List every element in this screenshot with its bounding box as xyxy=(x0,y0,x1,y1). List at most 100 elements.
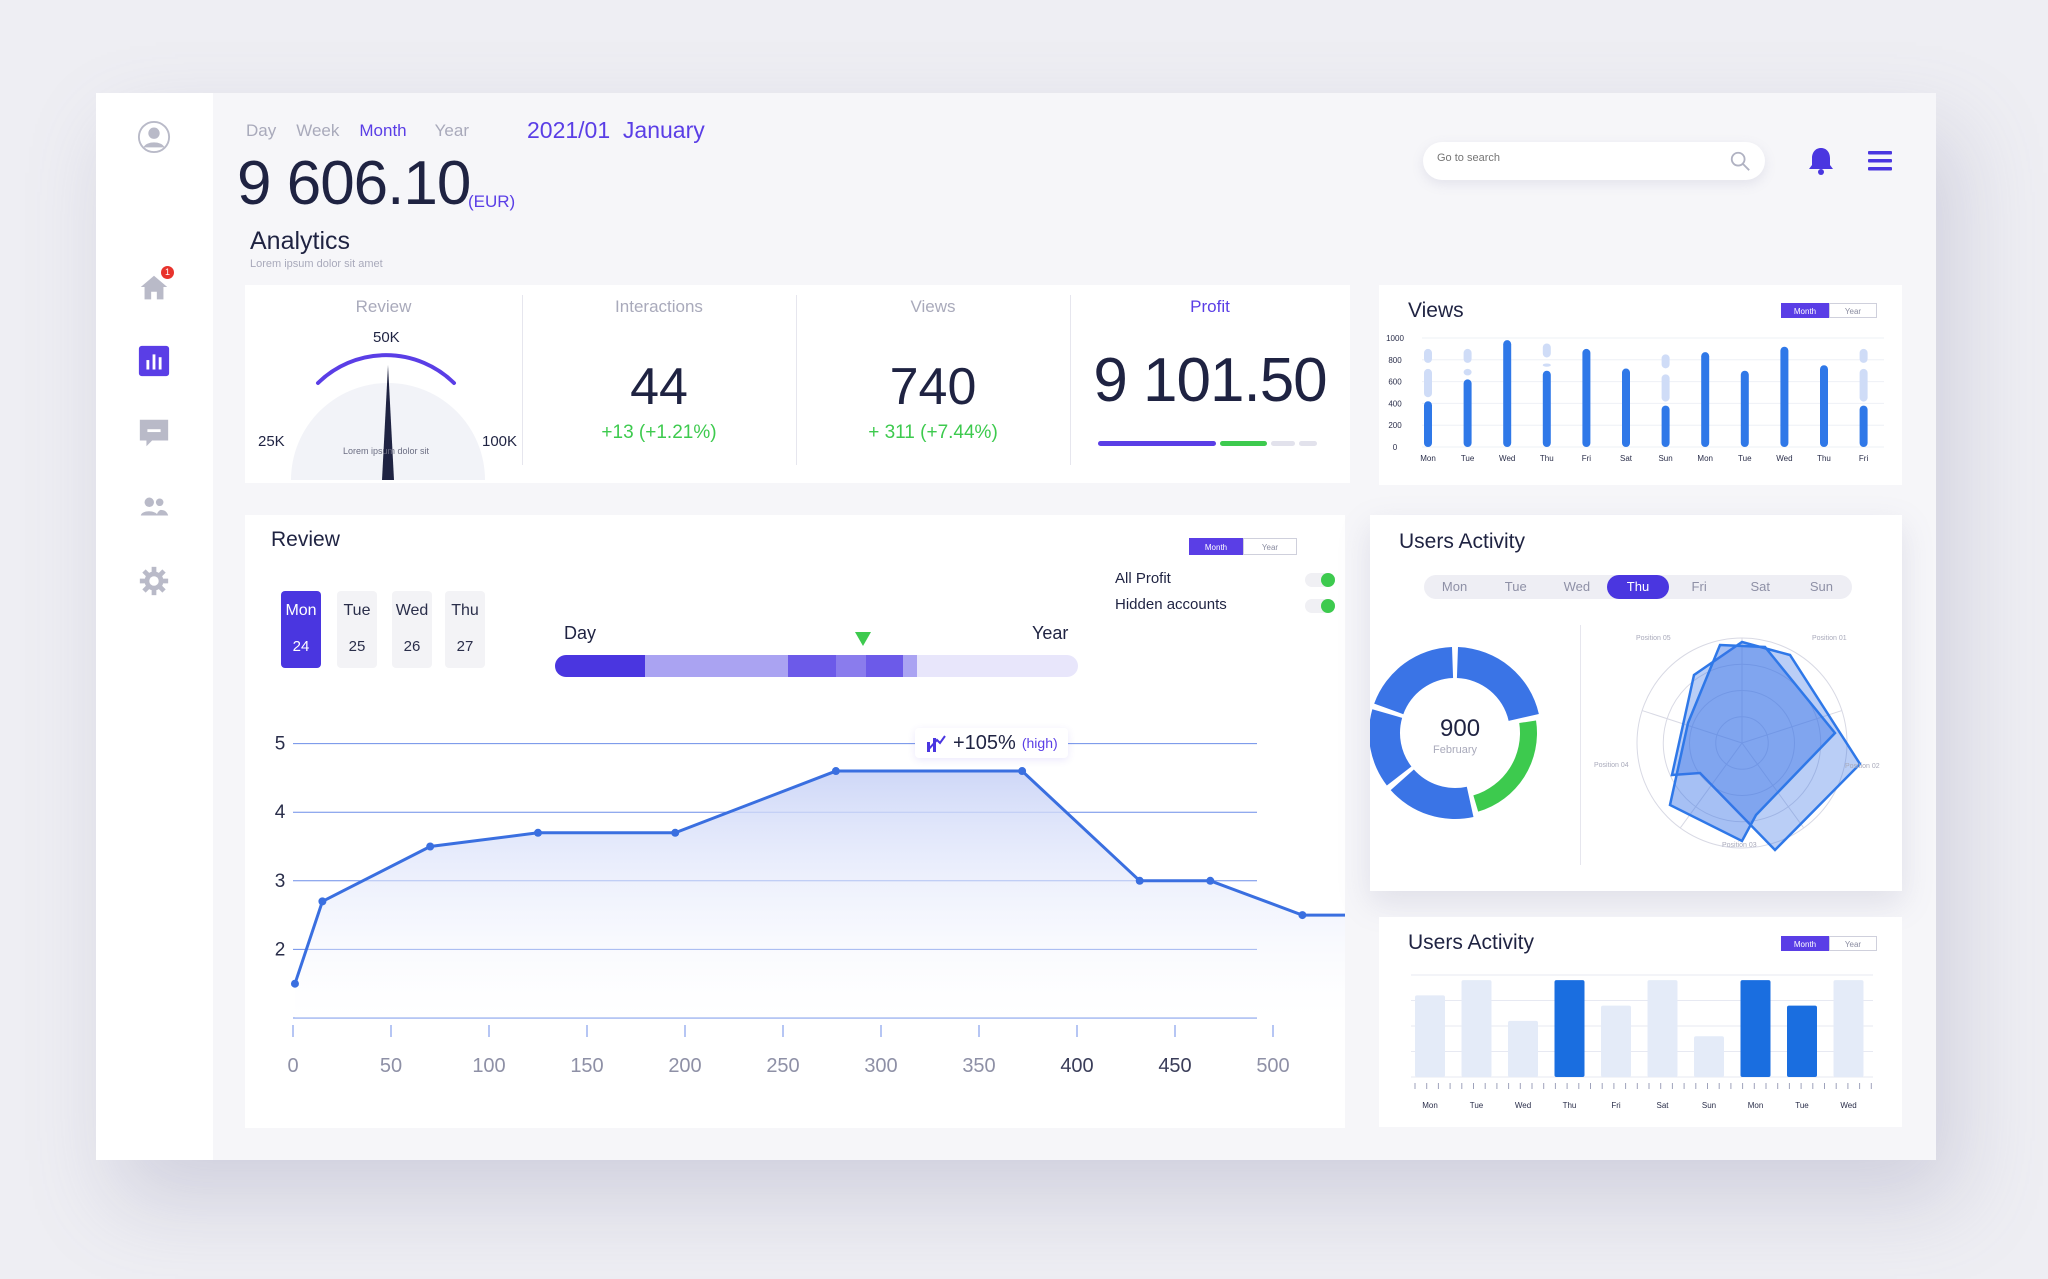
views-tab-month[interactable]: Month xyxy=(1781,303,1829,318)
line-series xyxy=(293,769,1345,985)
activity2-tab-month[interactable]: Month xyxy=(1781,936,1829,951)
line-area xyxy=(294,771,1345,1018)
growth-icon xyxy=(927,735,946,752)
views-title: Views xyxy=(1408,299,1464,322)
day-button-mon[interactable]: Mon 24 xyxy=(281,591,321,668)
weekday-wed[interactable]: Wed xyxy=(1563,579,1591,594)
weekday-tue[interactable]: Tue xyxy=(1504,579,1527,594)
x-tick-label: 250 xyxy=(766,1055,799,1077)
activity2-x-tick: Mon xyxy=(1748,1101,1764,1110)
x-tick-label: 450 xyxy=(1158,1055,1191,1077)
line-point xyxy=(1018,767,1027,776)
y-tick-label: 3 xyxy=(275,871,286,892)
tab-week[interactable]: Week xyxy=(296,121,340,140)
views-bar-faint xyxy=(1859,368,1868,402)
kpi-card: Review 50K 25K 100K Lorem ipsum dolor si… xyxy=(245,285,1350,483)
donut-slice xyxy=(1374,647,1454,715)
activity2-x-tick: Sun xyxy=(1702,1101,1716,1110)
activity-charts xyxy=(1370,637,1862,852)
views-x-tick: Wed xyxy=(1776,454,1792,463)
date-display[interactable]: 2021/01 January xyxy=(527,117,705,144)
sidebar-item-messages[interactable] xyxy=(134,413,174,453)
radar-axis xyxy=(1641,710,1743,744)
activity2-bar xyxy=(1461,980,1492,1077)
annotation-value: +105% xyxy=(953,731,1016,754)
x-tick-label: 500 xyxy=(1256,1055,1289,1077)
views-bar xyxy=(1463,379,1472,447)
menu-icon[interactable] xyxy=(1866,147,1894,175)
weekday-sun[interactable]: Sun xyxy=(1809,579,1833,594)
users-icon xyxy=(140,497,169,516)
views-bar xyxy=(1740,370,1749,447)
weekday-mon[interactable]: Mon xyxy=(1441,579,1468,594)
views-y-tick: 200 xyxy=(1388,421,1402,430)
activity2-bar xyxy=(1554,980,1585,1077)
kpi-interactions-label: Interactions xyxy=(615,297,703,316)
views-y-tick: 0 xyxy=(1393,443,1398,452)
weekday-thu[interactable]: Thu xyxy=(1607,575,1669,599)
tab-month[interactable]: Month xyxy=(359,121,407,140)
kpi-interactions-delta: +13 (+1.21%) xyxy=(601,422,717,443)
views-bar-faint-top xyxy=(1859,348,1868,363)
search-bar[interactable] xyxy=(1423,142,1765,180)
activity2-tab-year[interactable]: Year xyxy=(1829,936,1877,951)
tab-year[interactable]: Year xyxy=(434,121,469,140)
search-icon[interactable] xyxy=(1729,150,1751,172)
activity2-x-tick: Tue xyxy=(1470,1101,1484,1110)
x-tick-label: 400 xyxy=(1060,1055,1093,1077)
review-tab-month[interactable]: Month xyxy=(1189,538,1243,555)
toggle-hidden-accounts[interactable] xyxy=(1305,599,1335,613)
radar-label-02: Position 02 xyxy=(1845,763,1880,770)
activity2-bar xyxy=(1647,980,1678,1077)
x-tick-label: 300 xyxy=(864,1055,897,1077)
profit-progress-rest2 xyxy=(1299,441,1317,446)
kpi-profit-value: 9 101.50 xyxy=(1093,346,1327,415)
activity2-x-tick: Thu xyxy=(1563,1101,1577,1110)
sidebar-item-users[interactable] xyxy=(134,487,174,527)
weekday-sat[interactable]: Sat xyxy=(1750,579,1771,594)
line-point xyxy=(831,767,840,776)
y-tick-label: 4 xyxy=(275,802,286,823)
review-card: Review Month Year All Profit Hidden acco… xyxy=(245,515,1345,1128)
views-bar xyxy=(1622,368,1630,447)
users-activity-bars-card: Users Activity Month Year Mon Tue Wed Thu Fr… xyxy=(1379,917,1902,1127)
sidebar-item-home[interactable]: 1 xyxy=(134,266,174,308)
x-tick-label: 200 xyxy=(668,1055,701,1077)
currency-label: (EUR) xyxy=(468,192,516,211)
day-button-tue[interactable]: Tue 25 xyxy=(337,591,377,668)
bar-chart-icon xyxy=(138,345,170,377)
views-bar xyxy=(1701,352,1710,447)
page-title: Analytics xyxy=(250,227,351,255)
views-tabs: Month Year xyxy=(1781,303,1877,318)
page-subtitle: Lorem ipsum dolor sit amet xyxy=(250,258,383,270)
notification-bell-icon[interactable] xyxy=(1804,144,1838,178)
profit-progress-primary xyxy=(1098,441,1216,446)
activity2-bar xyxy=(1787,1005,1817,1077)
views-tab-year[interactable]: Year xyxy=(1829,303,1877,318)
range-slider[interactable] xyxy=(555,655,1078,677)
day-button-thu[interactable]: Thu 27 xyxy=(445,591,485,668)
sidebar-item-settings[interactable] xyxy=(134,561,174,601)
views-x-tick: Tue xyxy=(1738,454,1752,463)
review-title: Review xyxy=(271,528,340,551)
range-marker-icon[interactable] xyxy=(855,632,871,646)
radar-label-03: Position 03 xyxy=(1722,842,1757,849)
total-value: 9 606.10 xyxy=(237,149,471,218)
sidebar: 1 xyxy=(96,93,213,1160)
sidebar-item-analytics[interactable] xyxy=(134,341,174,381)
views-bar-faint-top xyxy=(1424,348,1432,363)
tab-day[interactable]: Day xyxy=(246,121,277,140)
review-tab-year[interactable]: Year xyxy=(1243,538,1297,555)
views-x-tick: Mon xyxy=(1697,454,1713,463)
views-x-tick: Sun xyxy=(1658,454,1672,463)
line-point xyxy=(318,897,327,906)
review-tabs: Month Year xyxy=(1189,538,1297,555)
day-button-wed[interactable]: Wed 26 xyxy=(392,591,432,668)
user-avatar-icon[interactable] xyxy=(134,117,174,157)
kpi-profit-label: Profit xyxy=(1190,297,1230,316)
toggle-all-profit[interactable] xyxy=(1305,573,1335,587)
weekday-fri[interactable]: Fri xyxy=(1691,579,1707,594)
views-y-tick: 400 xyxy=(1388,399,1402,408)
search-input[interactable] xyxy=(1437,152,1717,164)
users-activity-title: Users Activity xyxy=(1399,530,1526,553)
